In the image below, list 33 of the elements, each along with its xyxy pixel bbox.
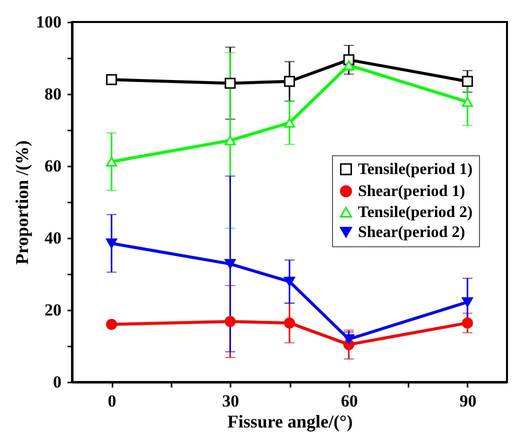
- point: [284, 276, 295, 286]
- y-tick-label: 0: [53, 372, 62, 392]
- y-axis-title: Proportion /(%): [12, 140, 32, 265]
- point: [462, 317, 473, 328]
- y-tick-label: 80: [44, 84, 62, 104]
- point: [284, 317, 295, 328]
- point: [106, 238, 118, 248]
- point: [284, 76, 295, 87]
- x-axis-title: Fissure angle/(°): [227, 412, 353, 432]
- y-tick-label: 20: [44, 300, 62, 320]
- y-tick-label: 60: [44, 156, 62, 176]
- legend-label: Tensile(period 1): [358, 161, 473, 178]
- point: [462, 97, 473, 107]
- x-tick-label: 30: [222, 392, 240, 410]
- y-tick-label: 100: [36, 12, 62, 32]
- x-tick-label: 60: [340, 392, 358, 410]
- y-tick-label: 40: [44, 228, 62, 248]
- legend-label: Shear(period 2): [358, 224, 466, 242]
- point: [224, 136, 236, 146]
- legend-label: Shear(period 1): [358, 183, 466, 200]
- point: [343, 334, 354, 344]
- point: [106, 74, 118, 86]
- point: [106, 318, 118, 330]
- point: [284, 118, 295, 128]
- point: [224, 259, 236, 269]
- point: [224, 316, 236, 328]
- x-tick-label: 0: [108, 392, 116, 410]
- point: [106, 156, 118, 167]
- point: [462, 297, 473, 307]
- point: [462, 76, 473, 87]
- legend-label: Tensile(period 2): [358, 204, 473, 222]
- point: [224, 78, 236, 89]
- x-tick-label: 90: [459, 392, 476, 410]
